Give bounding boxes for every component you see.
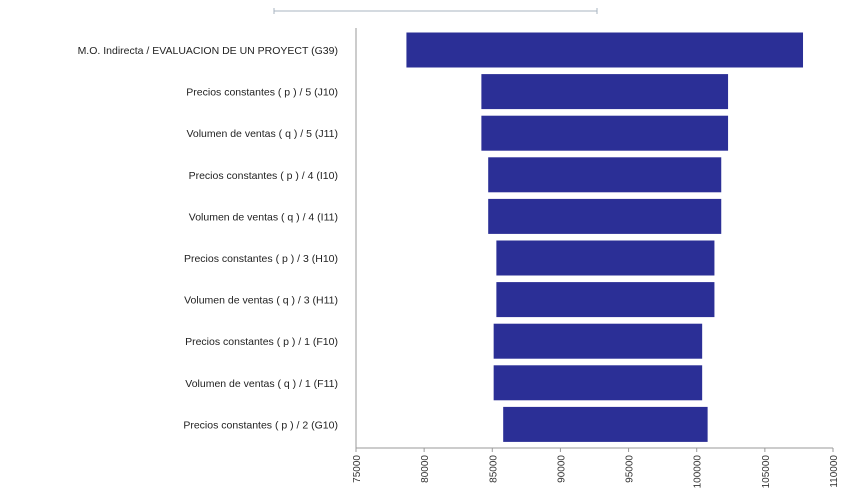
category-label: Precios constantes ( p ) / 1 (F10) bbox=[185, 336, 338, 348]
category-label: Volumen de ventas ( q ) / 4 (I11) bbox=[189, 211, 338, 223]
category-label: M.O. Indirecta / EVALUACION DE UN PROYEC… bbox=[78, 45, 338, 57]
bar bbox=[481, 74, 729, 110]
category-label: Volumen de ventas ( q ) / 1 (F11) bbox=[185, 378, 338, 390]
bar bbox=[406, 32, 804, 68]
bar bbox=[488, 157, 722, 193]
bar bbox=[493, 323, 703, 359]
bar bbox=[496, 240, 715, 276]
category-label: Volumen de ventas ( q ) / 3 (H11) bbox=[184, 295, 338, 307]
top-slider bbox=[273, 8, 598, 14]
x-tick-label: 95000 bbox=[625, 455, 636, 483]
category-label: Precios constantes ( p ) / 4 (I10) bbox=[189, 170, 338, 182]
bar bbox=[493, 365, 703, 401]
x-tick-label: 90000 bbox=[556, 455, 567, 483]
x-axis: 75000 80000 85000 90000 95000 100000 105000 110… bbox=[352, 28, 840, 488]
category-labels: M.O. Indirecta / EVALUACION DE UN PROYEC… bbox=[78, 45, 338, 431]
bar bbox=[488, 198, 722, 234]
category-label: Precios constantes ( p ) / 3 (H10) bbox=[184, 253, 338, 265]
x-tick-label: 110000 bbox=[829, 455, 840, 488]
x-tick-label: 85000 bbox=[488, 455, 499, 483]
x-tick-label: 75000 bbox=[352, 455, 363, 483]
bar bbox=[503, 406, 708, 442]
x-tick-label: 80000 bbox=[420, 455, 431, 483]
x-tick-label: 105000 bbox=[761, 455, 772, 489]
bars bbox=[406, 32, 804, 442]
bar bbox=[496, 282, 715, 318]
category-label: Volumen de ventas ( q ) / 5 (J11) bbox=[186, 128, 338, 140]
category-label: Precios constantes ( p ) / 5 (J10) bbox=[186, 87, 338, 99]
x-tick-label: 100000 bbox=[693, 455, 704, 489]
bar bbox=[481, 115, 729, 151]
category-label: Precios constantes ( p ) / 2 (G10) bbox=[183, 419, 338, 431]
